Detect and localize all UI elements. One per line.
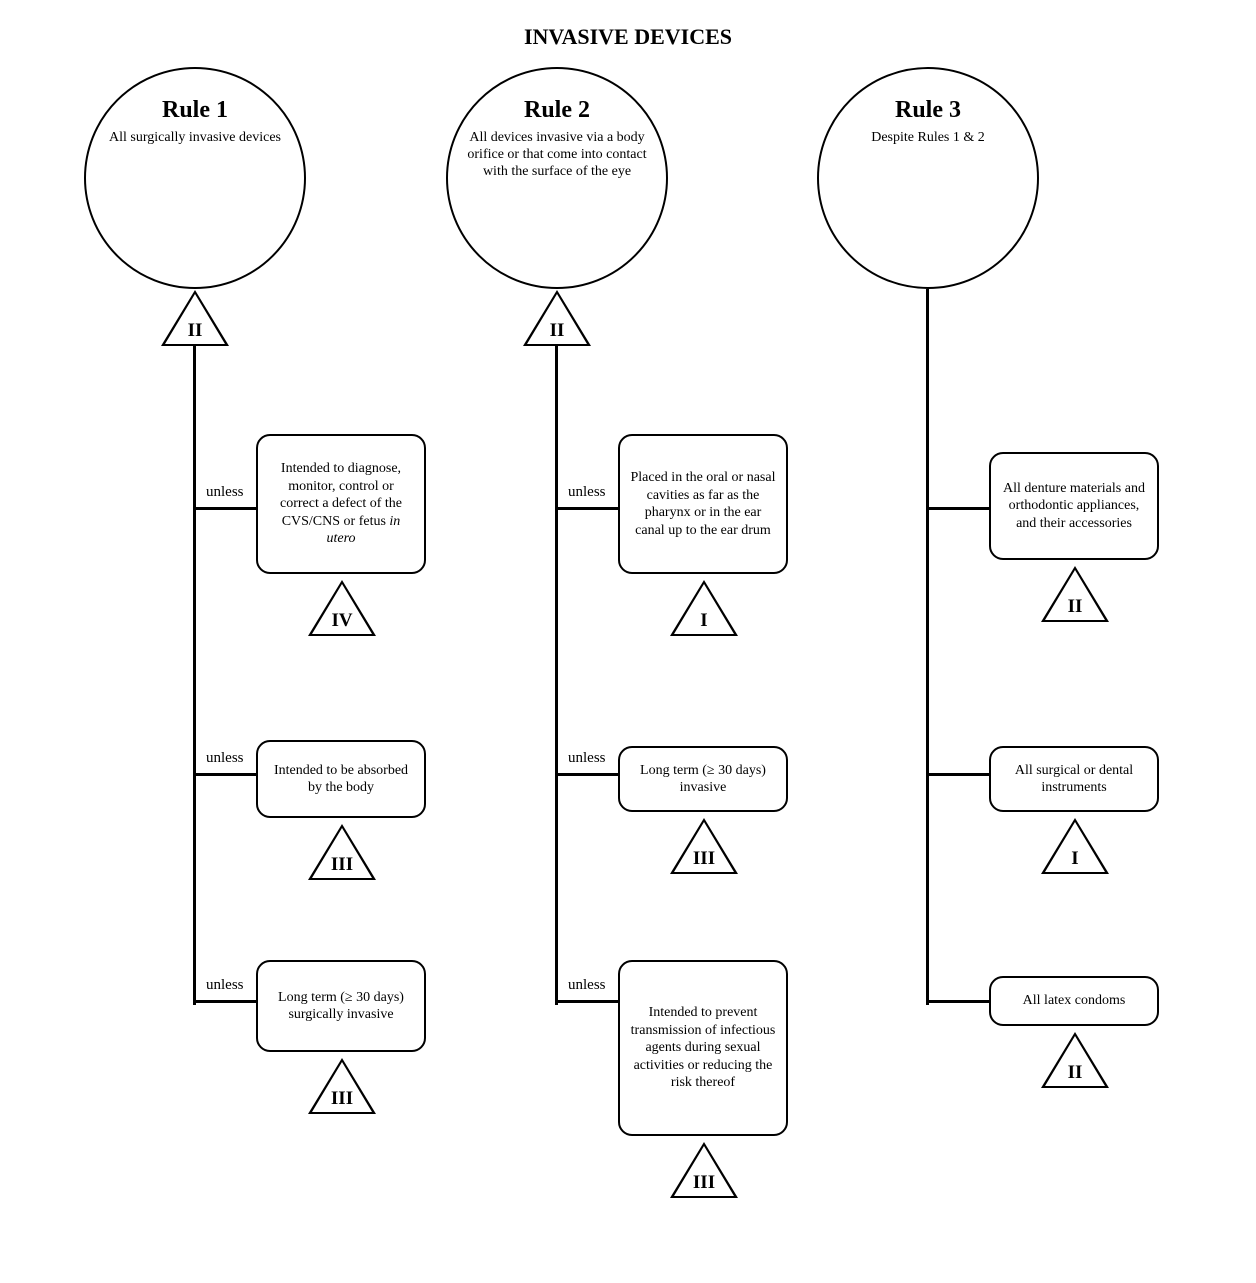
rule3-branch2-box: All latex condoms	[989, 976, 1159, 1026]
rule1-branch1-box-text: Intended to be absorbed by the body	[268, 762, 414, 797]
rule2-branch0-box: Placed in the oral or nasal cavities as …	[618, 434, 788, 574]
rule3-branch2-box-text: All latex condoms	[1023, 992, 1126, 1010]
rule2-circle: Rule 2 All devices invasive via a body or…	[446, 67, 668, 289]
rule3-branch2-triangle-label: II	[1041, 1062, 1109, 1084]
diagram-canvas: INVASIVE DEVICES unless Intended to diagn…	[0, 0, 1256, 1283]
rule1-branch1-label: unless	[206, 750, 244, 767]
rule1-circle: Rule 1 All surgically invasive devices	[84, 67, 306, 289]
rule1-branch0-triangle-label: IV	[308, 610, 376, 632]
rule2-branch1-triangle-label: III	[670, 848, 738, 870]
rule2-branch0-label: unless	[568, 484, 606, 501]
rule1-branch2-connector	[193, 1000, 256, 1003]
rule3-branch1-connector	[926, 773, 989, 776]
rule2-branch1-connector	[555, 773, 618, 776]
rule2-branch2-label: unless	[568, 977, 606, 994]
rule3-desc: Despite Rules 1 & 2	[857, 130, 999, 147]
rule2-branch1-box-text: Long term (≥ 30 days) invasive	[630, 762, 776, 797]
rule3-branch0-box: All denture materials and orthodontic ap…	[989, 452, 1159, 560]
rule2-default-triangle-label: II	[523, 320, 591, 342]
rule2-desc: All devices invasive via a body orifice …	[448, 130, 666, 180]
rule2-branch0-triangle-label: I	[670, 610, 738, 632]
rule3-branch1-triangle-label: I	[1041, 848, 1109, 870]
rule2-branch2-triangle-label: III	[670, 1172, 738, 1194]
rule1-branch2-box: Long term (≥ 30 days) surgically invasiv…	[256, 960, 426, 1052]
rule3-branch1-box: All surgical or dental instruments	[989, 746, 1159, 812]
rule2-branch0-connector	[555, 507, 618, 510]
rule2-title: Rule 2	[524, 97, 590, 124]
rule3-branch2-connector	[926, 1000, 989, 1003]
rule1-branch2-triangle-label: III	[308, 1088, 376, 1110]
rule1-branch2-box-text: Long term (≥ 30 days) surgically invasiv…	[268, 989, 414, 1024]
rule1-default-triangle-label: II	[161, 320, 229, 342]
rule1-branch0-box: Intended to diagnose, monitor, control o…	[256, 434, 426, 574]
rule1-title: Rule 1	[162, 97, 228, 124]
rule2-branch1-label: unless	[568, 750, 606, 767]
rule3-branch1-box-text: All surgical or dental instruments	[1001, 762, 1147, 797]
rule1-branch2-label: unless	[206, 977, 244, 994]
rule2-branch2-connector	[555, 1000, 618, 1003]
rule2-branch1-box: Long term (≥ 30 days) invasive	[618, 746, 788, 812]
rule2-vline	[555, 346, 558, 1005]
rule1-branch1-box: Intended to be absorbed by the body	[256, 740, 426, 818]
rule3-circle: Rule 3 Despite Rules 1 & 2	[817, 67, 1039, 289]
rule3-branch0-box-text: All denture materials and orthodontic ap…	[1001, 480, 1147, 533]
rule1-branch1-connector	[193, 773, 256, 776]
rule1-branch0-box-text: Intended to diagnose, monitor, control o…	[268, 460, 414, 548]
rule2-branch2-box: Intended to prevent transmission of infe…	[618, 960, 788, 1136]
rule2-branch2-box-text: Intended to prevent transmission of infe…	[630, 1004, 776, 1092]
rule3-branch0-triangle-label: II	[1041, 596, 1109, 618]
rule1-vline	[193, 346, 196, 1005]
rule3-vline	[926, 289, 929, 1005]
rule1-branch0-label: unless	[206, 484, 244, 501]
rule3-branch0-connector	[926, 507, 989, 510]
rule3-title: Rule 3	[895, 97, 961, 124]
rule1-desc: All surgically invasive devices	[95, 130, 295, 147]
rule2-branch0-box-text: Placed in the oral or nasal cavities as …	[630, 469, 776, 539]
page-title: INVASIVE DEVICES	[0, 24, 1256, 50]
rule1-branch0-connector	[193, 507, 256, 510]
rule1-branch1-triangle-label: III	[308, 854, 376, 876]
